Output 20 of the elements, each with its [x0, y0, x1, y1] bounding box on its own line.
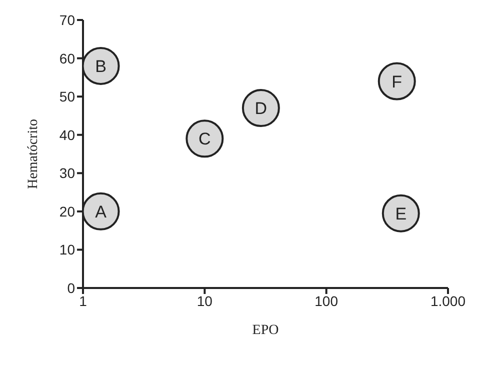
y-axis-title: Hematócrito — [26, 119, 41, 189]
y-tick-label: 0 — [67, 280, 76, 296]
annotation: E — [395, 204, 407, 224]
y-tick-label: 40 — [59, 126, 76, 143]
y-tick-label: 70 — [59, 12, 76, 28]
y-tick-label: 50 — [59, 88, 76, 105]
annotation: C — [198, 130, 211, 149]
y-tick-label: 10 — [59, 242, 76, 258]
y-tick-label: 60 — [59, 50, 76, 66]
y-tick-label: 20 — [59, 203, 76, 220]
annotation: D — [254, 99, 268, 118]
annotation: F — [392, 72, 402, 92]
annotation: B — [95, 56, 106, 76]
x-tick-label: 10 — [196, 292, 213, 309]
x-tick-label: 100 — [314, 292, 338, 309]
x-tick-label: 1 — [79, 292, 88, 309]
annotation: A — [95, 202, 108, 222]
y-tick-label: 30 — [59, 165, 76, 182]
x-axis-title: EPO — [252, 323, 279, 338]
x-tick-label: 1.000 — [430, 292, 466, 309]
